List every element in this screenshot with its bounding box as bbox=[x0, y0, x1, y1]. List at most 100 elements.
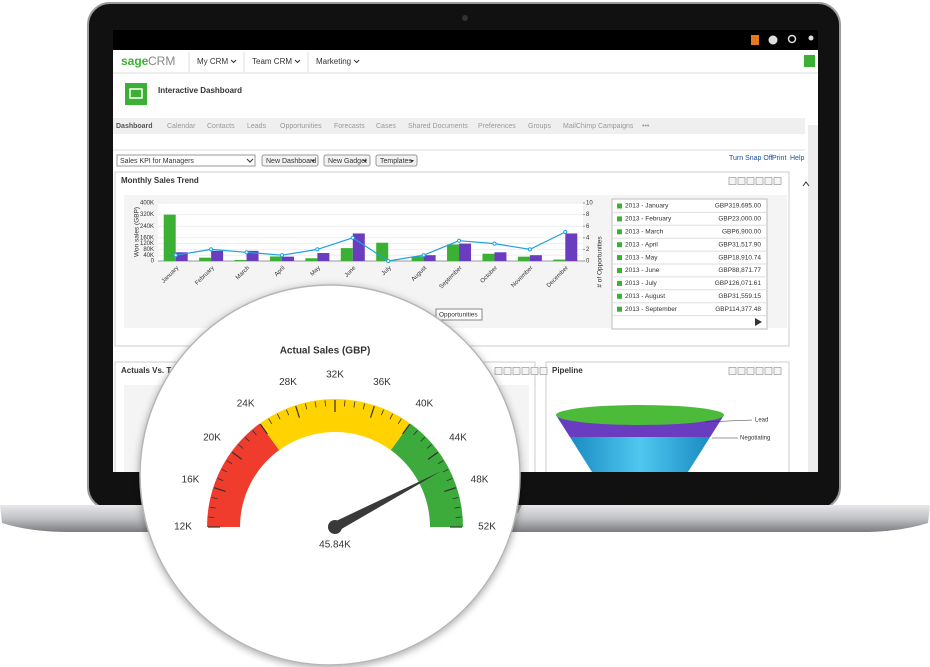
minor-tick bbox=[314, 401, 317, 408]
major-tick bbox=[427, 451, 439, 460]
button[interactable] bbox=[375, 154, 418, 167]
gauge-title: Actual Sales (GBP) bbox=[280, 346, 371, 357]
scrollbar bbox=[808, 125, 818, 472]
panel-control[interactable] bbox=[755, 367, 764, 375]
panel-control[interactable] bbox=[521, 367, 530, 375]
minor-tick bbox=[426, 444, 432, 449]
button[interactable] bbox=[261, 154, 319, 167]
y2-tick-label: 8 bbox=[586, 212, 590, 218]
panel-control[interactable] bbox=[503, 367, 512, 375]
tab[interactable]: MailChimp Campaigns bbox=[563, 123, 634, 130]
panel-control[interactable] bbox=[494, 367, 503, 375]
panel-control[interactable] bbox=[755, 177, 764, 185]
top-bar bbox=[113, 30, 818, 50]
link[interactable]: Print bbox=[772, 155, 786, 162]
bar bbox=[234, 259, 247, 261]
scroll-arrow bbox=[802, 181, 810, 187]
legend-swatch bbox=[617, 229, 622, 235]
panel-title: Monthly Sales Trend bbox=[121, 176, 199, 185]
magnifier bbox=[139, 284, 521, 666]
y-tick-label: 160K bbox=[140, 235, 154, 241]
icon bbox=[751, 35, 759, 45]
major-tick bbox=[231, 451, 243, 460]
y2-tick-label: 4 bbox=[586, 235, 590, 241]
select[interactable] bbox=[116, 154, 256, 167]
y2-tick-label: 2 bbox=[586, 247, 590, 253]
row-label: 2013 - September bbox=[625, 306, 678, 313]
x-tick-label: July bbox=[381, 265, 393, 277]
gauge-tick-label: 40K bbox=[415, 399, 433, 410]
panel-control[interactable] bbox=[737, 367, 746, 375]
tab[interactable]: Groups bbox=[528, 123, 551, 130]
next-arrow[interactable] bbox=[755, 318, 762, 326]
gauge-tick-label: 36K bbox=[373, 377, 391, 388]
legend-swatch bbox=[617, 255, 622, 261]
nav-menu[interactable]: My CRM bbox=[197, 57, 228, 66]
panel-control[interactable] bbox=[746, 177, 755, 185]
panel-control[interactable] bbox=[773, 367, 782, 375]
minor-tick bbox=[217, 478, 224, 482]
panel-control[interactable] bbox=[773, 177, 782, 185]
button[interactable] bbox=[323, 154, 371, 167]
minor-tick bbox=[397, 418, 402, 425]
minor-tick bbox=[304, 403, 308, 410]
minor-tick bbox=[413, 430, 418, 436]
link[interactable]: Help bbox=[790, 155, 805, 162]
bar bbox=[317, 253, 330, 261]
tab[interactable]: Leads bbox=[247, 123, 267, 130]
panel-control[interactable] bbox=[728, 177, 737, 185]
bar bbox=[529, 255, 542, 261]
bar bbox=[423, 255, 436, 261]
link[interactable]: Turn Snap Off bbox=[729, 155, 773, 162]
bar bbox=[482, 253, 495, 261]
nav-menu[interactable]: Team CRM bbox=[252, 57, 292, 66]
point bbox=[456, 238, 462, 243]
camera bbox=[462, 15, 468, 21]
page-title: Interactive Dashboard bbox=[158, 86, 242, 95]
row-label: 2013 - March bbox=[625, 229, 664, 236]
y-tick-label: 240K bbox=[140, 224, 154, 230]
bar bbox=[199, 257, 212, 261]
row-value: GBP114,377.48 bbox=[715, 306, 761, 313]
y-tick-label: 120K bbox=[140, 241, 154, 247]
point bbox=[492, 241, 497, 246]
panel-control[interactable] bbox=[728, 367, 737, 375]
panel-title: Actuals Vs. T bbox=[121, 366, 171, 375]
tab[interactable]: Dashboard bbox=[116, 123, 153, 130]
bar bbox=[163, 214, 176, 261]
bar bbox=[281, 256, 294, 261]
point bbox=[209, 247, 214, 252]
panel-control[interactable] bbox=[530, 367, 539, 375]
panel-control[interactable] bbox=[512, 367, 521, 375]
y-tick-label: 40K bbox=[143, 253, 154, 259]
panel-control[interactable] bbox=[764, 367, 773, 375]
stage-label: Lead bbox=[755, 418, 768, 424]
minor-tick bbox=[221, 468, 228, 473]
button-arrow bbox=[363, 160, 367, 163]
tab[interactable]: Calendar bbox=[167, 123, 196, 130]
tab[interactable]: Cases bbox=[376, 123, 396, 130]
row-value: GBP88,871.77 bbox=[718, 267, 761, 274]
button-arrow bbox=[311, 160, 315, 163]
page-icon bbox=[125, 83, 147, 105]
nav-menu[interactable]: Marketing bbox=[316, 57, 351, 66]
leader bbox=[704, 419, 753, 423]
tab[interactable]: Preferences bbox=[478, 123, 516, 130]
tab[interactable]: Forecasts bbox=[334, 123, 365, 130]
tab[interactable]: ••• bbox=[642, 123, 650, 130]
tab[interactable]: Shared Documents bbox=[408, 123, 468, 130]
logo: CRM bbox=[148, 54, 175, 68]
y2-tick-label: 6 bbox=[586, 224, 590, 230]
panel-control[interactable] bbox=[539, 367, 548, 375]
panel-control[interactable] bbox=[764, 177, 773, 185]
gauge-tick-label: 52K bbox=[478, 522, 496, 533]
minor-tick bbox=[437, 460, 444, 465]
gauge: Actual Sales (GBP) 12K 16K 20K 24K 28K 32K 36K 4… bbox=[174, 346, 496, 551]
gauge-tick-label: 24K bbox=[237, 399, 255, 410]
tab[interactable]: Opportunities bbox=[280, 123, 322, 130]
row-value: GBP6,900.00 bbox=[722, 229, 761, 236]
tab[interactable]: Contacts bbox=[207, 123, 235, 130]
y2-tick-label: 0 bbox=[586, 259, 590, 265]
panel-control[interactable] bbox=[737, 177, 746, 185]
panel-control[interactable] bbox=[746, 367, 755, 375]
